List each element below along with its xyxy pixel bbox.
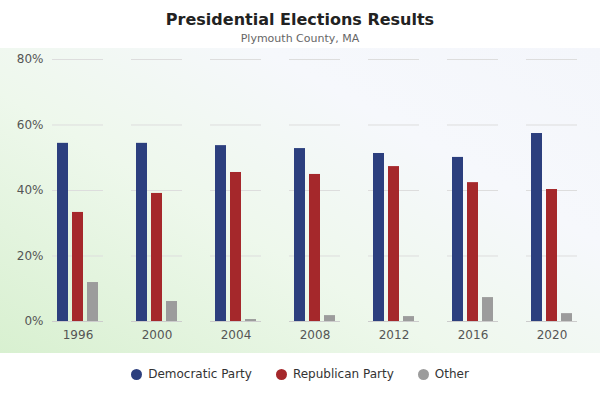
svg-text:2020: 2020 (537, 328, 568, 342)
html-text:Plymouth County, MA: Plymouth County, MA (240, 32, 360, 45)
svg-text:80%: 80% (17, 52, 44, 66)
svg-text:40%: 40% (17, 183, 44, 197)
html-text:Other: Other (434, 367, 469, 381)
html-text:Democratic Party: Democratic Party (148, 367, 252, 381)
svg-text:2004: 2004 (221, 328, 252, 342)
svg-text:2000: 2000 (142, 328, 173, 342)
svg-text:2008: 2008 (300, 328, 331, 342)
html-text:Presidential Elections Results: Presidential Elections Results (165, 10, 435, 29)
svg-text:20%: 20% (17, 249, 44, 263)
svg-text:1996: 1996 (63, 328, 94, 342)
svg-text:0%: 0% (24, 314, 43, 328)
svg-text:60%: 60% (17, 118, 44, 132)
svg-text:2016: 2016 (458, 328, 489, 342)
svg-text:2012: 2012 (379, 328, 410, 342)
html-text:Republican Party: Republican Party (292, 367, 394, 381)
